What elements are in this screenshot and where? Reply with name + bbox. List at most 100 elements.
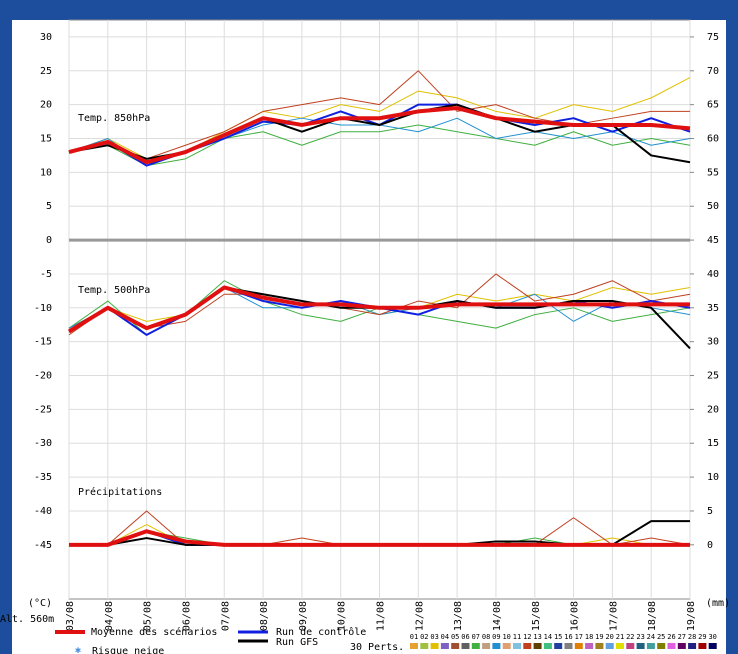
member-label: 09 xyxy=(492,633,500,641)
member-swatch xyxy=(492,643,501,649)
legend-label: Run GFS xyxy=(276,637,318,648)
altitude: Alt. 560m xyxy=(0,614,54,625)
member-swatch xyxy=(543,643,552,649)
x-tick-label: 15/08 xyxy=(531,601,542,631)
x-tick-label: 09/08 xyxy=(298,601,309,631)
panel-label: Précipitations xyxy=(78,486,162,498)
member-swatch xyxy=(451,643,460,649)
x-tick-label: 17/08 xyxy=(608,601,619,631)
member-label: 06 xyxy=(461,633,469,641)
y2-tick-label: 65 xyxy=(707,100,719,111)
series-line xyxy=(67,285,690,334)
y-tick-label: -15 xyxy=(34,337,52,348)
member-label: 01 xyxy=(410,633,418,641)
member-swatch xyxy=(616,643,624,649)
member-swatch xyxy=(533,643,542,649)
y-tick-label: -45 xyxy=(34,540,52,551)
y-tick-label: -30 xyxy=(34,438,52,449)
y2-tick-label: 50 xyxy=(707,201,719,212)
member-swatch xyxy=(646,643,655,649)
y-tick-label: 25 xyxy=(40,66,52,77)
member-swatch xyxy=(554,643,563,649)
member-label: 17 xyxy=(575,633,583,641)
perturbation-label: 30 Perts. xyxy=(350,642,404,653)
member-swatch xyxy=(410,643,418,649)
y2-axis-label: (mm) xyxy=(706,598,730,609)
y2-tick-label: 75 xyxy=(707,32,719,43)
x-tick-label: 18/08 xyxy=(647,601,658,631)
member-label: 22 xyxy=(626,633,634,641)
member-swatch xyxy=(564,643,573,649)
y2-tick-label: 20 xyxy=(707,404,719,415)
y-tick-label: -5 xyxy=(40,269,52,280)
y2-tick-label: 10 xyxy=(707,472,719,483)
member-swatch xyxy=(708,643,717,649)
y-tick-label: 0 xyxy=(46,235,52,246)
member-swatch xyxy=(667,643,676,649)
legend-label: Moyenne des scénarios xyxy=(91,626,217,638)
y2-tick-label: 35 xyxy=(707,303,719,314)
y-tick-label: -35 xyxy=(34,472,52,483)
x-tick-label: 03/08 xyxy=(65,601,76,631)
member-swatch xyxy=(440,643,449,649)
member-swatch xyxy=(677,643,686,649)
member-swatch xyxy=(523,643,532,649)
y-tick-label: 15 xyxy=(40,134,52,145)
y-tick-label: 10 xyxy=(40,167,52,178)
member-label: 24 xyxy=(647,633,655,641)
x-tick-label: 16/08 xyxy=(570,601,581,631)
y-tick-label: -10 xyxy=(34,303,52,314)
member-swatch xyxy=(513,643,521,649)
y2-tick-label: 70 xyxy=(707,66,719,77)
y-tick-label: 20 xyxy=(40,100,52,111)
y2-tick-label: 25 xyxy=(707,371,719,382)
x-tick-label: 06/08 xyxy=(181,601,192,631)
x-tick-label: 07/08 xyxy=(220,601,231,631)
x-tick-label: 04/08 xyxy=(104,601,115,631)
member-label: 20 xyxy=(605,633,613,641)
member-swatch xyxy=(626,643,635,649)
member-label: 29 xyxy=(698,633,706,641)
member-swatch xyxy=(595,643,604,649)
member-line xyxy=(68,273,691,336)
member-label: 19 xyxy=(595,633,603,641)
member-swatch xyxy=(574,643,583,649)
member-label: 11 xyxy=(513,633,521,641)
member-swatch xyxy=(698,643,707,649)
y2-tick-label: 60 xyxy=(707,134,719,145)
member-swatch xyxy=(636,643,645,649)
y2-tick-label: 45 xyxy=(707,235,719,246)
y2-tick-label: 0 xyxy=(707,540,713,551)
x-tick-label: 19/08 xyxy=(686,601,697,631)
member-swatch xyxy=(482,643,491,649)
member-swatch xyxy=(605,643,614,649)
y-tick-label: -40 xyxy=(34,506,52,517)
member-swatch xyxy=(688,643,697,649)
x-tick-label: 12/08 xyxy=(414,601,425,631)
member-label: 28 xyxy=(688,633,696,641)
member-label: 16 xyxy=(564,633,572,641)
x-tick-label: 10/08 xyxy=(337,601,348,631)
y-axis-label: (°C) xyxy=(28,598,52,609)
member-label: 25 xyxy=(657,633,665,641)
member-swatch xyxy=(461,643,470,649)
member-label: 23 xyxy=(636,633,644,641)
member-label: 12 xyxy=(523,633,531,641)
y2-tick-label: 40 xyxy=(707,269,719,280)
panel-label: Temp. 500hPa xyxy=(78,285,150,296)
x-tick-label: 14/08 xyxy=(492,601,503,631)
member-swatch xyxy=(471,643,480,649)
y2-tick-label: 5 xyxy=(707,506,713,517)
x-tick-label: 05/08 xyxy=(143,601,154,631)
x-tick-label: 13/08 xyxy=(453,601,464,631)
panel-label: Temp. 850hPa xyxy=(78,113,150,124)
y2-tick-label: 30 xyxy=(707,337,719,348)
member-label: 04 xyxy=(441,633,449,641)
member-label: 05 xyxy=(451,633,459,641)
member-swatch xyxy=(430,643,439,649)
member-label: 13 xyxy=(533,633,541,641)
y-tick-label: 30 xyxy=(40,32,52,43)
member-label: 21 xyxy=(616,633,624,641)
x-tick-label: 11/08 xyxy=(376,601,387,631)
